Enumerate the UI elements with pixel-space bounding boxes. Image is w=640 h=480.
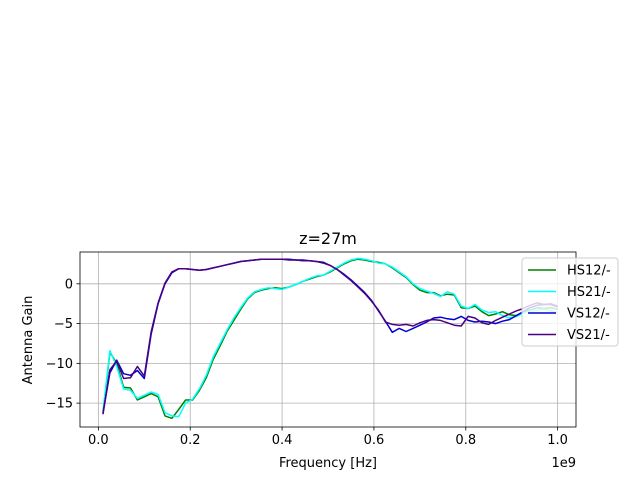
y-tick-label: −15 xyxy=(46,397,73,412)
y-tick-label: −10 xyxy=(46,357,73,372)
x-tick-label: 0.2 xyxy=(180,433,201,448)
legend-label: VS12/- xyxy=(567,307,610,322)
y-axis-label: Antenna Gain xyxy=(21,296,36,385)
legend-label: VS21/- xyxy=(567,328,610,343)
series-line-vs21 xyxy=(102,258,558,415)
x-tick-label: 0.4 xyxy=(272,433,293,448)
y-tick-label: −5 xyxy=(54,317,73,332)
x-axis-label: Frequency [Hz] xyxy=(279,456,377,471)
chart-title: z=27m xyxy=(299,229,357,248)
y-tick-label: 0 xyxy=(65,277,73,292)
x-axis-offset-label: 1e9 xyxy=(551,456,576,471)
legend-label: HS21/- xyxy=(567,285,611,300)
x-tick-label: 0.6 xyxy=(364,433,385,448)
legend: HS12/- HS21/- VS12/- VS21/- xyxy=(521,257,619,347)
y-axis: 0 −5 −10 −15 xyxy=(46,277,80,412)
series-line-hs21 xyxy=(102,257,558,418)
x-tick-label: 0.8 xyxy=(455,433,476,448)
x-tick-label: 1.0 xyxy=(547,433,568,448)
x-axis: 0.0 0.2 0.4 0.6 0.8 1.0 xyxy=(88,427,568,448)
series-layer xyxy=(102,257,558,420)
x-tick-label: 0.0 xyxy=(88,433,109,448)
grid xyxy=(80,252,576,427)
legend-box xyxy=(521,257,619,347)
legend-label: HS12/- xyxy=(567,264,611,279)
